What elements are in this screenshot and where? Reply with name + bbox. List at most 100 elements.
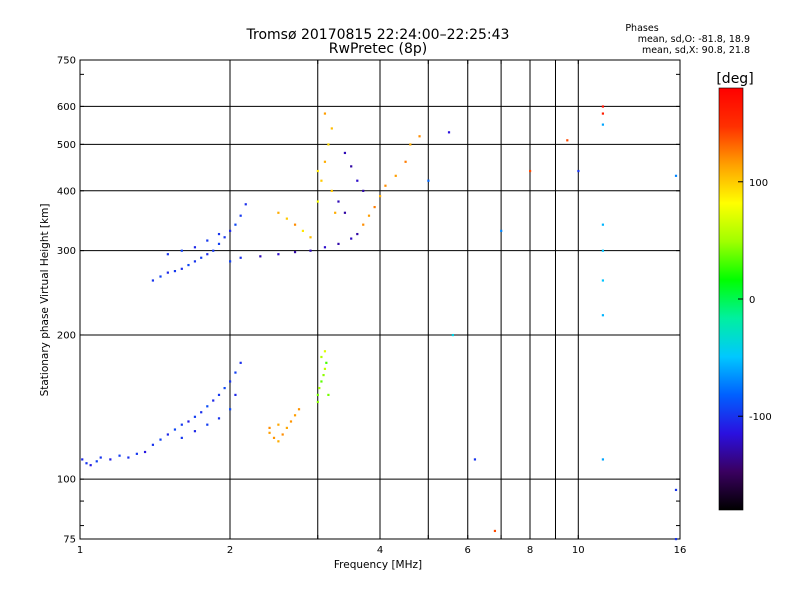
chart-subtitle: RwPretec (8p) (329, 41, 427, 57)
x-tick-label: 1 (77, 545, 83, 556)
data-point (135, 452, 138, 455)
data-point (325, 361, 328, 364)
data-point (159, 438, 162, 441)
data-point (259, 255, 262, 258)
data-point (229, 260, 232, 263)
data-points (81, 105, 678, 541)
data-point (212, 399, 215, 402)
x-tick-label: 4 (377, 545, 383, 556)
data-point (223, 236, 226, 239)
y-tick-label: 200 (57, 330, 76, 341)
data-point (234, 223, 237, 226)
data-point (334, 211, 337, 214)
y-tick-label: 100 (57, 475, 76, 486)
data-point (500, 229, 503, 232)
data-point (159, 275, 162, 278)
data-point (109, 458, 112, 461)
data-point (384, 184, 387, 187)
data-point (187, 420, 190, 423)
data-point (601, 105, 605, 108)
data-point (151, 279, 155, 282)
data-point (223, 386, 226, 390)
data-point (289, 420, 293, 423)
data-point (272, 436, 276, 439)
data-point (330, 127, 333, 130)
data-point (316, 400, 319, 404)
data-point (180, 249, 183, 252)
x-tick-label: 16 (674, 545, 687, 556)
data-point (447, 131, 451, 134)
data-point (281, 433, 284, 436)
data-point (285, 217, 288, 220)
data-point (350, 165, 353, 168)
data-point (239, 256, 242, 259)
data-point (320, 355, 323, 359)
data-point (601, 123, 605, 126)
data-point (473, 458, 477, 461)
data-point (99, 456, 102, 459)
data-point (316, 393, 319, 397)
data-point (323, 367, 327, 370)
data-point (239, 361, 242, 364)
y-tick-label: 500 (57, 140, 76, 151)
stats-line-x: mean, sd,X: 90.8, 21.8 (642, 45, 750, 56)
data-point (127, 456, 130, 459)
data-point (601, 458, 605, 461)
data-point (427, 179, 430, 182)
data-point (320, 179, 323, 182)
colorbar-tick-label: -100 (749, 412, 772, 423)
data-point (316, 200, 319, 203)
data-point (173, 269, 177, 273)
data-point (268, 426, 271, 430)
data-point (187, 263, 190, 267)
data-point (293, 251, 297, 254)
data-point (327, 143, 330, 146)
x-tick-label: 2 (227, 545, 233, 556)
data-point (180, 423, 183, 426)
data-point (320, 380, 323, 383)
data-point (217, 232, 221, 236)
data-point (212, 249, 215, 252)
x-tick-label: 8 (527, 545, 533, 556)
data-point (95, 460, 98, 463)
data-point (151, 443, 155, 446)
data-point (356, 179, 359, 182)
data-point (367, 214, 371, 217)
data-point (81, 458, 84, 461)
data-point (323, 160, 327, 163)
data-point (601, 279, 605, 282)
data-point (206, 239, 209, 242)
y-tick-label: 75 (63, 535, 76, 546)
data-point (337, 242, 340, 245)
data-point (362, 223, 365, 226)
y-axis-label: Stationary phase Virtual Height [km] (39, 204, 51, 397)
data-point (180, 436, 183, 439)
data-point (373, 205, 376, 209)
data-point (309, 236, 312, 239)
data-point (229, 380, 232, 383)
data-point (323, 246, 327, 249)
y-tick-label: 300 (57, 246, 76, 257)
tick-labels: 1 2 4 6 8 10 16 75 100 200 300 400 500 600 750 (57, 56, 686, 557)
data-point (193, 415, 197, 418)
axis-ticks (79, 60, 680, 539)
data-point (277, 440, 280, 443)
chart-title: Tromsø 20170815 22:24:00–22:25:43 (246, 27, 510, 43)
data-point (229, 408, 232, 411)
data-point (85, 462, 88, 465)
stats-line-o: mean, sd,O: -81.8, 18.9 (638, 34, 750, 45)
data-point (493, 529, 497, 533)
data-point (166, 253, 169, 256)
data-point (200, 411, 203, 414)
data-point (316, 169, 319, 173)
data-point (404, 160, 407, 163)
data-point (193, 430, 197, 433)
data-point (217, 242, 221, 245)
data-point (206, 253, 209, 256)
y-tick-label: 400 (57, 186, 76, 197)
data-point (323, 112, 327, 115)
data-point (356, 232, 359, 236)
data-point (301, 229, 305, 232)
